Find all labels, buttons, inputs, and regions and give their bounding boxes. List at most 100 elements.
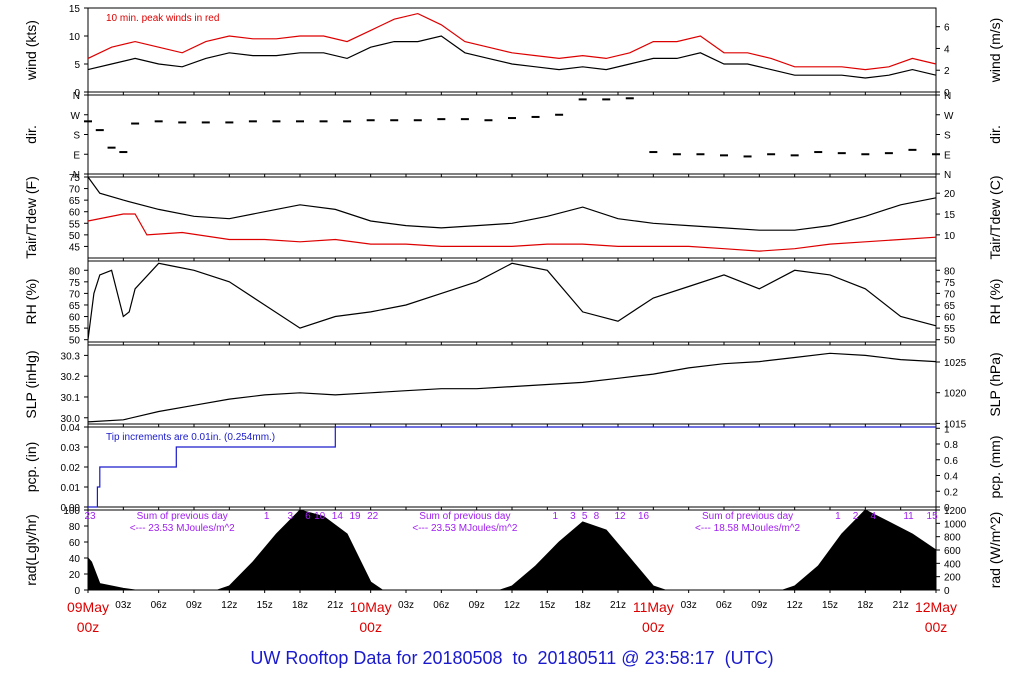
tick-label-left-radiation: 100: [63, 506, 80, 517]
ylabel-left-temperature: Tair/Tdew (F): [23, 176, 39, 258]
ylabel-left-precip: pcp. (in): [23, 442, 39, 493]
x-tick-label: 18z: [575, 600, 591, 611]
panel-frame-slp: [87, 344, 937, 425]
tick-label-right-dir: N: [944, 170, 951, 181]
tick-label-right-radiation: 400: [944, 559, 961, 570]
x-day-label: 11May: [633, 599, 674, 615]
tick-label-left-rh: 60: [69, 313, 81, 324]
solar-hour-label: 5: [582, 511, 588, 522]
tick-label-right-wind: 6: [944, 23, 950, 34]
tick-label-right-rh: 70: [944, 289, 956, 300]
tick-label-left-dir: N: [73, 170, 80, 181]
x-tick-label: 21z: [610, 600, 626, 611]
x-tick-label: 15z: [822, 600, 838, 611]
series-line-precip: [88, 426, 936, 508]
solar-hour-label: 16: [638, 511, 650, 522]
tick-label-left-precip: 0.04: [61, 423, 81, 434]
daily-sum-title: Sum of previous day: [419, 511, 510, 522]
tick-label-left-rh: 70: [69, 289, 81, 300]
tick-label-left-slp: 30.0: [61, 414, 81, 425]
solar-hour-label: 11: [903, 511, 914, 522]
tick-label-right-precip: 0.8: [944, 440, 958, 451]
tick-label-left-wind: 0: [74, 88, 80, 99]
tick-label-left-precip: 0.03: [61, 443, 81, 454]
x-tick-label: 03z: [115, 600, 131, 611]
x-tick-label: 03z: [398, 600, 414, 611]
x-tick-label: 06z: [151, 600, 167, 611]
ylabel-right-rh: RH (%): [987, 279, 1003, 325]
x-tick-label: 12z: [504, 600, 520, 611]
x-tick-label: 09z: [751, 600, 767, 611]
x-tick-label: 21z: [893, 600, 909, 611]
solar-hour-label: 19: [349, 511, 361, 522]
panel-frame-rh: [87, 260, 937, 343]
annotation-precip: Tip increments are 0.01in. (0.254mm.): [106, 432, 275, 443]
daily-sum-value: <--- 18.58 MJoules/m^2: [695, 523, 800, 534]
daily-sum-title: Sum of previous day: [702, 511, 793, 522]
tick-label-right-rh: 50: [944, 336, 956, 347]
tick-label-right-radiation: 0: [944, 586, 950, 597]
solar-hour-label: 15: [927, 511, 939, 522]
tick-label-left-wind: 10: [69, 32, 81, 43]
solar-hour-label: 14: [332, 511, 344, 522]
tick-label-right-rh: 65: [944, 301, 956, 312]
ylabel-left-rh: RH (%): [23, 279, 39, 325]
solar-hour-label: 3: [287, 511, 293, 522]
x-tick-label: 09z: [469, 600, 485, 611]
x-tick-label: 21z: [327, 600, 343, 611]
solar-hour-label: 4: [870, 511, 876, 522]
x-tick-label: 09z: [186, 600, 202, 611]
solar-hour-label: 1: [835, 511, 841, 522]
ylabel-right-dir: dir.: [987, 125, 1003, 144]
tick-label-left-radiation: 80: [69, 522, 81, 533]
annotation-wind: 10 min. peak winds in red: [106, 13, 219, 24]
tick-label-right-temperature: 20: [944, 189, 956, 200]
tick-label-left-precip: 0.00: [61, 503, 81, 514]
ylabel-left-dir: dir.: [23, 125, 39, 144]
tick-label-right-precip: 0: [944, 503, 950, 514]
chart-footer-title: UW Rooftop Data for 20180508 to 20180511…: [250, 648, 774, 668]
series-line-wind-0: [87, 35, 937, 79]
daily-sum-title: Sum of previous day: [137, 511, 228, 522]
tick-label-left-temperature: 55: [69, 219, 81, 230]
x-tick-label: 06z: [716, 600, 732, 611]
solar-hour-label: 10: [314, 511, 326, 522]
ylabel-left-radiation: rad(Lgly/hr): [23, 514, 39, 586]
solar-hour-label: 1: [552, 511, 558, 522]
tick-label-right-slp: 1025: [944, 358, 967, 369]
solar-hour-label: 6: [305, 511, 311, 522]
tick-label-right-rh: 55: [944, 324, 956, 335]
tick-label-right-radiation: 200: [944, 573, 961, 584]
x-day-label: 12May: [915, 599, 957, 615]
x-tick-label: 18z: [857, 600, 873, 611]
tick-label-left-dir: W: [71, 111, 81, 122]
solar-hour-label: 8: [594, 511, 600, 522]
x-tick-label: 06z: [433, 600, 449, 611]
x-tick-label: 12z: [787, 600, 803, 611]
tick-label-right-temperature: 10: [944, 231, 956, 242]
tick-label-left-precip: 0.01: [61, 483, 81, 494]
tick-label-right-dir: S: [944, 131, 951, 142]
tick-label-left-slp: 30.1: [61, 393, 81, 404]
solar-hour-label: 12: [614, 511, 626, 522]
tick-label-left-wind: 5: [74, 60, 80, 71]
tick-label-left-dir: E: [73, 150, 80, 161]
solar-hour-label: 23: [84, 511, 96, 522]
tick-label-left-temperature: 75: [69, 173, 81, 184]
tick-label-right-precip: 0.4: [944, 472, 958, 483]
x-day-label: 10May: [350, 599, 392, 615]
tick-label-right-slp: 1020: [944, 389, 967, 400]
tick-label-left-radiation: 40: [69, 554, 81, 565]
tick-label-left-rh: 50: [69, 336, 81, 347]
tick-label-right-dir: N: [944, 91, 951, 102]
series-line-wind-1: [87, 12, 937, 71]
daily-sum-value: <--- 23.53 MJoules/m^2: [130, 523, 235, 534]
ylabel-right-radiation: rad (W/m^2): [987, 512, 1003, 589]
solar-hour-label: 1: [264, 511, 270, 522]
tick-label-left-rh: 65: [69, 301, 81, 312]
solar-hour-label: 22: [367, 511, 379, 522]
tick-label-left-radiation: 60: [69, 538, 81, 549]
tick-label-left-precip: 0.02: [61, 463, 81, 474]
series-line-temperature-1: [87, 213, 937, 252]
